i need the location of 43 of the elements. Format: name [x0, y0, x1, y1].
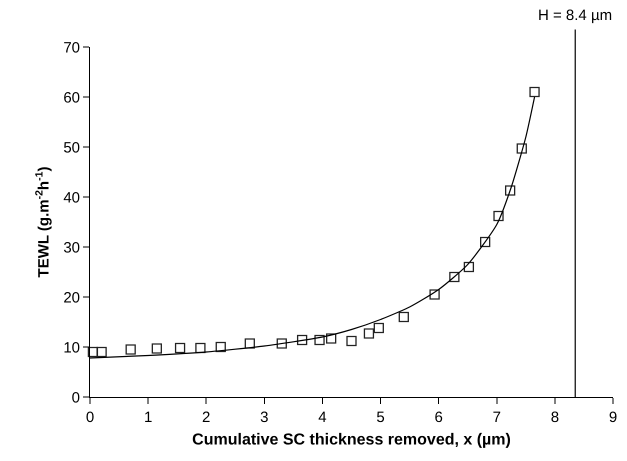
x-axis-title: Cumulative SC thickness removed, x (µm) [192, 432, 511, 449]
point [296, 334, 308, 346]
point [174, 342, 186, 354]
y-tick-label: 70 [63, 39, 80, 56]
point [374, 322, 384, 334]
point [276, 338, 287, 349]
y-tick-label: 40 [63, 189, 80, 206]
point [152, 343, 162, 354]
point [346, 336, 357, 346]
point [493, 210, 504, 222]
point [96, 346, 107, 358]
point [529, 86, 540, 98]
y-tick-label: 50 [63, 139, 80, 156]
x-tick-label: 2 [202, 409, 210, 426]
point [464, 262, 474, 272]
point [88, 346, 98, 358]
x-tick-label: 0 [86, 409, 94, 426]
point [244, 338, 255, 349]
y-tick-label: 10 [63, 339, 80, 356]
x-tick-label: 6 [434, 409, 443, 426]
y-tick-label: 30 [63, 239, 80, 256]
x-tick-label: 9 [608, 409, 618, 426]
x-tick-label: 8 [550, 409, 560, 426]
x-tick-label: 4 [318, 409, 327, 426]
y-tick-label: 20 [63, 289, 80, 306]
x-tick-label: 3 [260, 409, 268, 426]
point [326, 333, 336, 344]
point [449, 272, 460, 282]
x-tick-label: 1 [144, 409, 152, 426]
point [429, 289, 440, 300]
x-tick-label: 5 [376, 409, 385, 426]
point [126, 344, 136, 355]
y-tick-label: 0 [72, 389, 80, 406]
y-tick-label: 60 [63, 89, 80, 106]
point [314, 334, 325, 346]
point [480, 236, 490, 248]
x-tick-label: 7 [492, 409, 501, 426]
point [504, 185, 516, 196]
point [364, 328, 374, 339]
point [398, 312, 409, 322]
point [216, 342, 226, 352]
ref-line-label: H = 8.4 µm [538, 7, 612, 24]
point [516, 143, 527, 154]
